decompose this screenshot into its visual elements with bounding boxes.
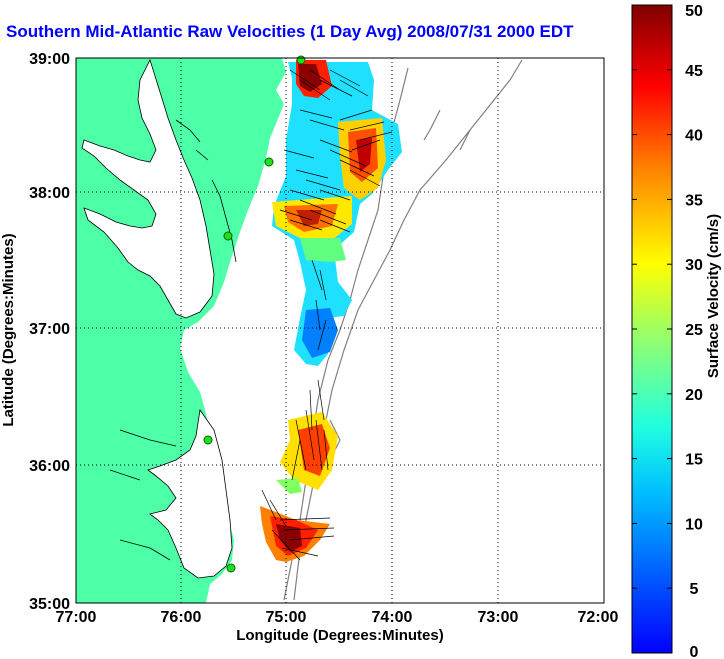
ytick-4: 35:00 [29,596,70,613]
xtick-5: 72:00 [578,609,619,626]
ytick-2: 37:00 [29,321,70,338]
map-title: Southern Mid-Atlantic Raw Velocities (1 … [6,22,574,41]
xtick-2: 75:00 [266,609,307,626]
chesapeake-bay [81,58,215,319]
y-axis-label: Latitude (Degrees:Minutes) [0,233,17,426]
grid-lines [76,58,604,603]
x-tick-labels: 77:00 76:00 75:00 74:00 73:00 72:00 [56,609,619,626]
pamlico-sound [147,408,233,579]
colorbar-tick-label: 0 [690,644,699,659]
station-delaware [264,157,274,167]
velocity-arrows [261,69,393,561]
ytick-3: 36:00 [29,458,70,475]
map-plot-area [76,58,604,603]
xtick-1: 76:00 [161,609,202,626]
x-axis-label: Longitude (Degrees:Minutes) [236,627,444,644]
colorbar-tick-label: 35 [685,192,703,209]
xtick-4: 73:00 [478,609,519,626]
colorbar-tick-label: 45 [685,63,703,80]
colorbar-tick-label: 40 [685,128,703,145]
colorbar-tick-label: 50 [685,3,703,20]
colorbar-tick-label: 15 [685,452,703,469]
colorbar-label: Surface Velocity (cm/s) [705,214,722,378]
colorbar [631,4,673,654]
station-duck [203,435,213,445]
y-tick-labels: 39:00 38:00 37:00 36:00 35:00 [29,51,70,613]
station-hatteras [226,563,236,573]
velocity-field [260,60,402,562]
plot-border [75,57,605,604]
colorbar-tick-label: 10 [685,516,703,533]
colorbar-tick-label: 20 [685,387,703,404]
colorbar-tick-label: 5 [690,581,699,598]
ytick-1: 38:00 [29,185,70,202]
station-north [296,55,306,65]
xtick-0: 77:00 [56,609,97,626]
xtick-3: 74:00 [372,609,413,626]
radar-stations [203,55,306,573]
ytick-0: 39:00 [29,51,70,68]
colorbar-tick-label: 25 [685,322,703,339]
colorbar-tick-label: 30 [685,257,703,274]
station-chesapeake [223,231,233,241]
